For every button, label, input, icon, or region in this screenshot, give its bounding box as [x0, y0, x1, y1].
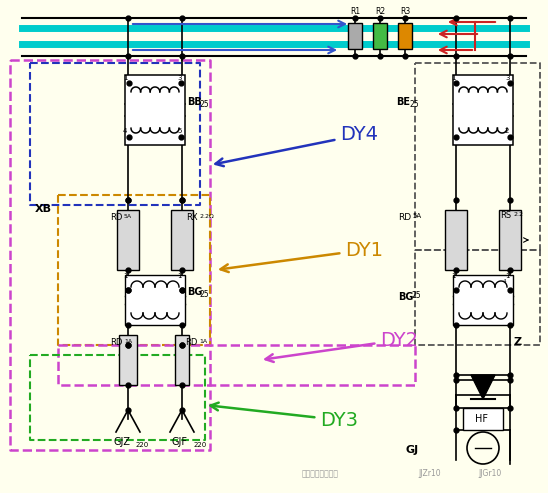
- Text: RD: RD: [110, 338, 122, 347]
- Text: 1A: 1A: [199, 339, 207, 344]
- Text: XB: XB: [35, 204, 52, 214]
- Text: GJZ: GJZ: [114, 437, 131, 447]
- Bar: [348, 23, 362, 49]
- Text: HF: HF: [475, 414, 488, 424]
- Bar: [463, 408, 503, 430]
- Text: DY4: DY4: [215, 126, 378, 166]
- Text: BB: BB: [187, 97, 202, 107]
- Text: BG: BG: [187, 287, 202, 297]
- Text: 3: 3: [177, 75, 181, 81]
- Text: RX: RX: [186, 213, 198, 222]
- Text: 铁路信号技术资源: 铁路信号技术资源: [301, 469, 339, 478]
- Bar: [117, 210, 139, 270]
- Text: R1: R1: [350, 7, 360, 16]
- Text: 4: 4: [123, 128, 127, 134]
- Text: 5: 5: [177, 128, 181, 134]
- Text: Z: Z: [514, 337, 522, 347]
- Text: 5A: 5A: [124, 214, 132, 219]
- Text: 1: 1: [451, 273, 455, 279]
- Text: GJ: GJ: [406, 445, 419, 455]
- Text: 4: 4: [503, 279, 506, 284]
- Text: 1: 1: [123, 75, 128, 81]
- Text: 2.2: 2.2: [514, 212, 524, 217]
- Text: 1: 1: [505, 273, 510, 279]
- Text: 25: 25: [412, 291, 421, 300]
- Bar: [125, 75, 185, 145]
- Bar: [398, 23, 412, 49]
- Text: 1: 1: [123, 273, 128, 279]
- Text: DY1: DY1: [220, 241, 383, 272]
- Text: 5A: 5A: [412, 213, 421, 219]
- Text: BG: BG: [398, 292, 413, 302]
- Text: 25: 25: [199, 100, 209, 109]
- Text: 1: 1: [451, 75, 455, 81]
- Bar: [453, 275, 513, 325]
- Bar: [171, 210, 193, 270]
- Text: DY3: DY3: [210, 403, 358, 429]
- Text: DY2: DY2: [266, 330, 418, 362]
- Text: 220: 220: [194, 442, 207, 448]
- Text: R3: R3: [400, 7, 410, 16]
- Bar: [499, 210, 521, 270]
- Bar: [119, 335, 137, 385]
- Text: GJF: GJF: [172, 437, 188, 447]
- Bar: [453, 75, 513, 145]
- Text: RD: RD: [398, 213, 411, 222]
- Text: JJGr10: JJGr10: [478, 469, 501, 478]
- Bar: [175, 335, 189, 385]
- Bar: [373, 23, 387, 49]
- Text: 25: 25: [410, 100, 420, 109]
- Text: 2.2Ω: 2.2Ω: [200, 214, 215, 219]
- Text: BE: BE: [396, 97, 410, 107]
- Text: R2: R2: [375, 7, 385, 16]
- Bar: [445, 210, 467, 270]
- Text: 220: 220: [136, 442, 149, 448]
- Text: RD: RD: [110, 213, 122, 222]
- Polygon shape: [471, 375, 495, 399]
- Text: 3: 3: [505, 75, 510, 81]
- Text: RD: RD: [185, 338, 197, 347]
- Text: 1A: 1A: [124, 339, 132, 344]
- Bar: [125, 275, 185, 325]
- Text: 1: 1: [177, 273, 181, 279]
- Text: 25: 25: [199, 290, 209, 299]
- Text: RS: RS: [500, 211, 511, 220]
- Text: 2: 2: [505, 128, 510, 134]
- Text: JJZr10: JJZr10: [419, 469, 441, 478]
